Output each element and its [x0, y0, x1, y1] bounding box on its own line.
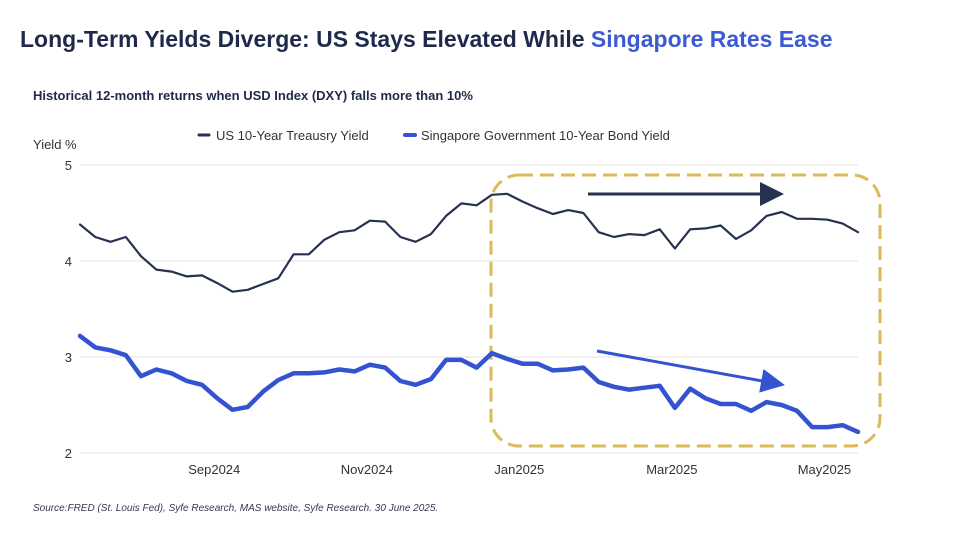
y-tick-label: 3	[65, 350, 72, 365]
legend: US 10-Year Treausry Yield Singapore Gove…	[197, 128, 670, 143]
x-tick-label: May2025	[798, 462, 851, 477]
x-tick-label: Sep2024	[188, 462, 240, 477]
source-note: Source:FRED (St. Louis Fed), Syfe Resear…	[33, 503, 439, 514]
y-tick-label: 4	[65, 254, 72, 269]
series-line-sg	[77, 333, 861, 435]
title-accent: Singapore Rates Ease	[590, 26, 833, 52]
page-title: Long-Term Yields Diverge: US Stays Eleva…	[20, 26, 833, 53]
x-tick-label: Mar2025	[646, 462, 697, 477]
legend-label-us: US 10-Year Treausry Yield	[216, 128, 369, 143]
title-main: Long-Term Yields Diverge: US Stays Eleva…	[20, 26, 591, 52]
y-axis-ticks: 2 3 4 5	[65, 158, 72, 461]
series-points-us	[80, 194, 858, 292]
highlight-box	[489, 173, 882, 448]
sg-trend-arrow	[596, 349, 785, 393]
y-tick-label: 5	[65, 158, 72, 173]
series-line-us	[78, 192, 860, 293]
x-tick-label: Jan2025	[494, 462, 544, 477]
y-axis-label: Yield %	[33, 137, 77, 152]
series-lines	[77, 192, 861, 435]
legend-label-sg: Singapore Government 10-Year Bond Yield	[421, 128, 670, 143]
chart-subtitle: Historical 12-month returns when USD Ind…	[33, 88, 473, 103]
grid-lines	[80, 164, 858, 454]
y-tick-label: 2	[65, 446, 72, 461]
x-axis-ticks: Sep2024 Nov2024 Jan2025 Mar2025 May2025	[188, 462, 851, 477]
x-tick-label: Nov2024	[341, 462, 393, 477]
